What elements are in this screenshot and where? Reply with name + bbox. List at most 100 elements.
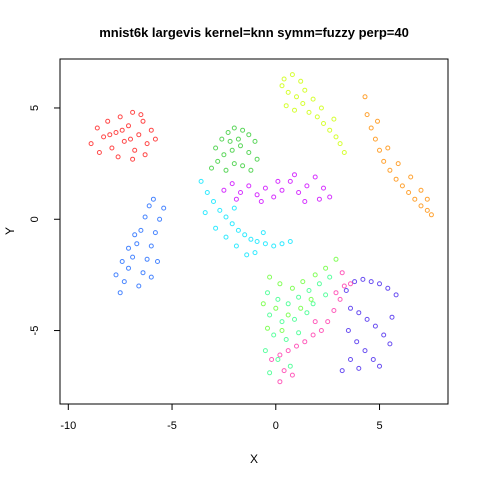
data-point — [334, 291, 338, 295]
data-point — [334, 135, 338, 139]
chart-title: mnist6k largevis kernel=knn symm=fuzzy p… — [99, 25, 409, 40]
data-point — [118, 291, 122, 295]
data-point — [303, 200, 307, 204]
data-point — [365, 317, 369, 321]
data-point — [266, 291, 270, 295]
data-point — [232, 162, 236, 166]
data-point — [149, 275, 153, 279]
data-point — [133, 148, 137, 152]
data-point — [118, 115, 122, 119]
data-point — [224, 235, 228, 239]
data-point — [153, 231, 157, 235]
data-point — [122, 280, 126, 284]
data-point — [151, 197, 155, 201]
data-point — [295, 344, 299, 348]
data-point — [247, 133, 251, 137]
data-point — [365, 113, 369, 117]
data-point — [286, 302, 290, 306]
data-point — [236, 228, 240, 232]
data-point — [249, 237, 253, 241]
data-point — [373, 324, 377, 328]
data-point — [141, 119, 145, 123]
data-point — [409, 175, 413, 179]
data-point — [394, 293, 398, 297]
data-point — [274, 306, 278, 310]
data-point — [268, 313, 272, 317]
data-point — [137, 284, 141, 288]
data-point — [145, 257, 149, 261]
data-point — [322, 186, 326, 190]
data-point — [153, 137, 157, 141]
data-point — [311, 333, 315, 337]
data-point — [317, 197, 321, 201]
data-point — [338, 297, 342, 301]
data-point — [324, 293, 328, 297]
data-point — [131, 157, 135, 161]
data-point — [357, 311, 361, 315]
data-point — [400, 184, 404, 188]
data-point — [145, 142, 149, 146]
data-point — [230, 148, 234, 152]
y-axis-label: Y — [3, 227, 17, 235]
data-point — [388, 168, 392, 172]
data-point — [232, 206, 236, 210]
data-point — [230, 182, 234, 186]
data-point — [369, 280, 373, 284]
data-point — [120, 128, 124, 132]
data-point — [276, 297, 280, 301]
data-point — [295, 95, 299, 99]
data-point — [322, 122, 326, 126]
data-point — [363, 95, 367, 99]
data-point — [297, 191, 301, 195]
data-point — [311, 97, 315, 101]
data-point — [311, 302, 315, 306]
data-point — [156, 260, 160, 264]
data-point — [127, 124, 131, 128]
data-point — [89, 142, 93, 146]
data-point — [286, 313, 290, 317]
data-point — [255, 193, 259, 197]
data-point — [218, 208, 222, 212]
data-point — [222, 153, 226, 157]
data-point — [239, 144, 243, 148]
x-tick-label: 5 — [376, 420, 382, 432]
data-point — [386, 146, 390, 150]
data-point — [253, 251, 257, 255]
data-point — [280, 242, 284, 246]
data-point — [116, 155, 120, 159]
data-point — [349, 282, 353, 286]
data-point — [353, 280, 357, 284]
data-point — [280, 320, 284, 324]
data-point — [355, 340, 359, 344]
data-point — [301, 102, 305, 106]
data-point — [376, 119, 380, 123]
y-axis: -5 0 5 — [29, 105, 60, 336]
data-point — [313, 273, 317, 277]
data-point — [282, 77, 286, 81]
data-point — [120, 260, 124, 264]
data-point — [297, 295, 301, 299]
data-point — [158, 217, 162, 221]
data-point — [137, 133, 141, 137]
data-point — [288, 240, 292, 244]
data-point — [301, 280, 305, 284]
data-point — [122, 139, 126, 143]
data-point — [133, 233, 137, 237]
data-point — [305, 184, 309, 188]
data-point — [249, 168, 253, 172]
data-point — [388, 342, 392, 346]
data-point — [328, 275, 332, 279]
data-point — [278, 282, 282, 286]
data-point — [234, 197, 238, 201]
data-point — [263, 349, 267, 353]
data-point — [127, 266, 131, 270]
data-point — [284, 104, 288, 108]
data-point — [199, 179, 203, 183]
data-point — [228, 139, 232, 143]
data-point — [332, 309, 336, 313]
data-point — [284, 338, 288, 342]
data-point — [220, 137, 224, 141]
data-point — [243, 233, 247, 237]
data-point — [203, 211, 207, 215]
